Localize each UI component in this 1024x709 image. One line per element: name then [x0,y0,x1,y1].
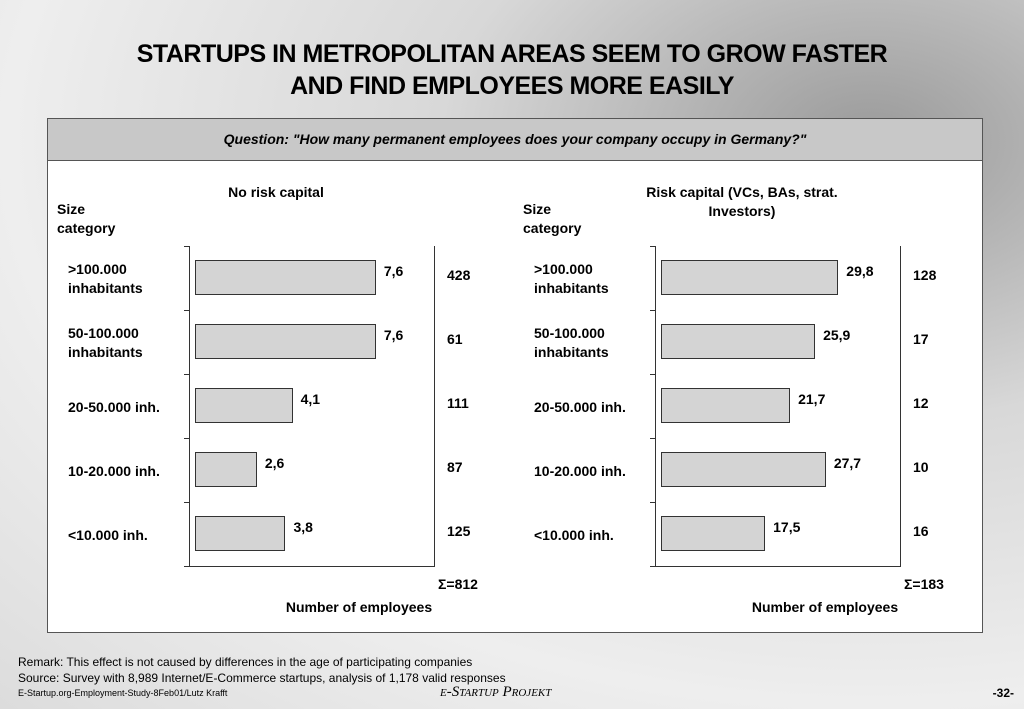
axis-tick [184,438,189,439]
category-label: 10-20.000 inh. [534,463,626,479]
value-label: 7,6 [383,327,404,343]
credit: E-Startup.org-Employment-Study-8Feb01/Lu… [18,688,228,698]
count-label: 16 [913,523,929,539]
category-label: 20-50.000 inh. [68,399,160,415]
value-label: 2,6 [264,455,285,471]
axis-tick [184,566,189,567]
category-label: <10.000 inh. [68,527,148,543]
axis-tick [650,310,655,311]
count-label: 10 [913,459,929,475]
count-label: 428 [447,267,471,283]
category-label: 50-100.000 inhabitants [534,325,609,360]
value-label: 3,8 [293,519,313,535]
count-label: 12 [913,395,929,411]
total-label: Σ=812 [438,576,478,592]
value-label: 27,7 [833,455,862,471]
axis-frame [655,246,901,567]
chart-title: Risk capital (VCs, BAs, strat. Investors… [646,184,838,219]
category-label: 50-100.000 inhabitants [68,325,143,360]
category-label: >100.000 inhabitants [534,261,609,296]
count-label: 125 [447,523,471,539]
axis-tick [650,566,655,567]
count-label: 128 [913,267,937,283]
count-label: 61 [447,331,463,347]
axis-tick [650,374,655,375]
axis-frame [189,246,435,567]
count-label: 17 [913,331,929,347]
x-axis-label: Number of employees [751,599,899,615]
bar [661,388,791,423]
total-label: Σ=183 [904,576,944,592]
value-label: 21,7 [798,391,826,407]
bar [195,324,376,359]
y-axis-label: Size category [57,201,116,236]
bar [661,516,766,551]
bar [661,260,839,295]
source: Source: Survey with 8,989 Internet/E-Com… [18,671,506,685]
y-axis-label: Size category [523,201,582,236]
axis-tick [184,310,189,311]
category-label: <10.000 inh. [534,527,614,543]
bar [661,324,816,359]
value-label: 17,5 [773,519,801,535]
value-label: 4,1 [300,391,321,407]
question: Question: "How many permanent employees … [47,118,983,161]
x-axis-label: Number of employees [285,599,433,615]
count-label: 87 [447,459,463,475]
count-label: 111 [447,395,469,411]
axis-tick [650,438,655,439]
value-label: 29,8 [846,263,874,279]
bar [195,516,286,551]
axis-tick [184,502,189,503]
remark: Remark: This effect is not caused by dif… [18,655,473,669]
category-label: >100.000 inhabitants [68,261,143,296]
axis-tick [650,502,655,503]
slide-title: STARTUPS IN METROPOLITAN AREAS SEEM TO G… [136,40,888,100]
bar [661,452,826,487]
category-label: 20-50.000 inh. [534,399,626,415]
page-number: -32- [992,686,1014,700]
bar [195,452,257,487]
axis-tick [184,374,189,375]
axis-tick [650,246,655,247]
category-label: 10-20.000 inh. [68,463,160,479]
brand: e-Startup Projekt [440,684,552,700]
axis-tick [184,246,189,247]
chart-title: No risk capital [228,184,324,200]
value-label: 7,6 [383,263,404,279]
bar [195,260,376,295]
bar [195,388,293,423]
value-label: 25,9 [823,327,851,343]
